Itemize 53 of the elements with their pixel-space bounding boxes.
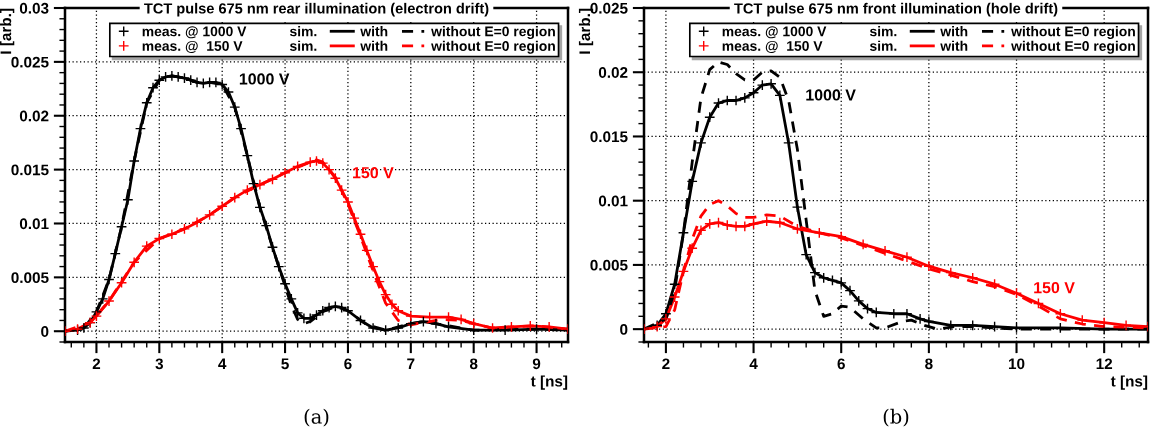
x-axis-title: t [ns]	[530, 375, 568, 390]
x-tick-label: 7	[407, 358, 415, 370]
text: (a)	[304, 408, 329, 427]
annotation: 1000 V	[239, 73, 290, 85]
x-tick-label: 6	[344, 358, 352, 370]
y-tick-label: 0.01	[598, 195, 628, 207]
y-tick-label: 0.02	[19, 110, 49, 122]
x-tick-label: 2	[92, 358, 101, 370]
text: (b)	[883, 408, 909, 427]
y-tick-label: 0.015	[11, 164, 49, 176]
annotation: 150 V	[353, 167, 394, 179]
legend-label: meas. @ 150 V	[722, 40, 823, 53]
x-tick-label: 8	[925, 358, 933, 370]
y-tick-label: 0.01	[19, 218, 49, 230]
y-tick-label: 0	[41, 326, 49, 337]
annotation: 1000 V	[806, 89, 856, 101]
legend-label: without E=0 region	[1011, 26, 1135, 40]
x-tick-label: 2	[662, 358, 670, 370]
legend-label: with	[940, 40, 968, 51]
x-tick-label: 3	[155, 358, 164, 370]
annotation: sim.	[289, 40, 317, 51]
x-axis-title: t [ns]	[1110, 375, 1148, 390]
y-tick-label: 0	[620, 324, 628, 335]
legend-label: with	[940, 26, 968, 37]
legend-label: without E=0 region	[431, 26, 555, 40]
x-tick-label: 12	[1096, 358, 1113, 370]
y-axis-title: I [arb.]	[0, 8, 15, 54]
legend-label: without E=0 region	[1011, 40, 1135, 54]
annotation: 150 V	[1034, 282, 1075, 294]
y-tick-label: 0.005	[11, 272, 49, 284]
x-tick-label: 4	[218, 358, 227, 370]
chart-title: TCT pulse 675 nm rear illumination (electron drift)	[144, 2, 489, 17]
legend-label: without E=0 region	[431, 40, 555, 54]
legend-label: meas. @ 1000 V	[722, 26, 827, 39]
y-tick-label: 0.005	[590, 259, 628, 271]
x-tick-label: 8	[469, 358, 478, 370]
legend-label: meas. @ 150 V	[142, 40, 243, 53]
y-tick-label: 0.03	[19, 2, 49, 14]
y-tick-label: 0.02	[598, 67, 628, 78]
x-tick-label: 5	[281, 358, 289, 370]
x-tick-label: 10	[1008, 358, 1025, 370]
legend-label: with	[360, 26, 388, 37]
chart-title: TCT pulse 675 nm front illumination (hole drift)	[734, 2, 1058, 17]
annotation: sim.	[869, 40, 897, 51]
annotation: sim.	[869, 26, 897, 37]
x-tick-label: 9	[532, 358, 541, 370]
legend-label: meas. @ 1000 V	[142, 26, 247, 39]
legend-label: with	[360, 40, 388, 51]
annotation: sim.	[289, 26, 317, 37]
x-tick-label: 4	[749, 358, 758, 370]
x-tick-label: 6	[837, 358, 845, 370]
y-tick-label: 0.015	[590, 131, 628, 143]
y-tick-label: 0.025	[11, 56, 49, 68]
